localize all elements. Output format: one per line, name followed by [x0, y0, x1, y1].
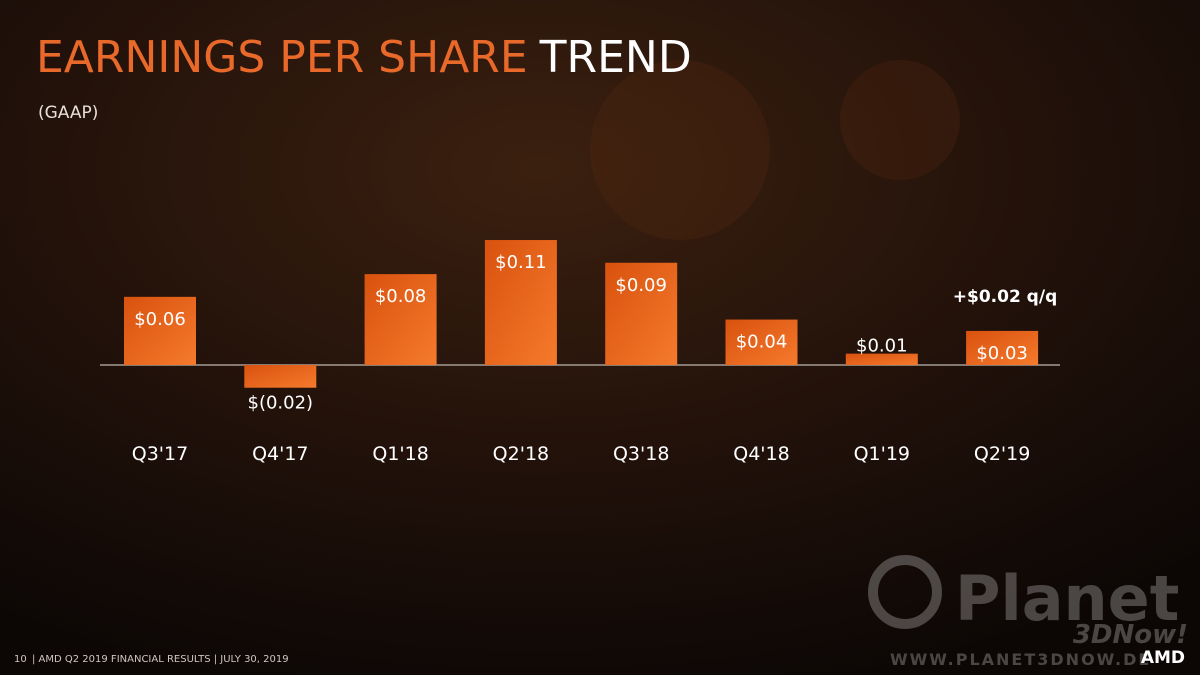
subtitle: (GAAP) — [38, 103, 98, 123]
watermark: Planet 3DNow! WWW.PLANET3DNOW.DE — [868, 555, 1188, 669]
x-tick-label: Q4'18 — [733, 443, 789, 465]
x-tick-label: Q4'17 — [252, 443, 308, 465]
value-label: $0.06 — [134, 309, 186, 330]
value-label: $(0.02) — [248, 393, 314, 414]
x-tick-label: Q3'18 — [613, 443, 669, 465]
x-tick-label: Q1'18 — [372, 443, 428, 465]
bar — [966, 330, 1039, 365]
watermark-name: Planet — [955, 562, 1179, 635]
x-tick-label: Q3'17 — [132, 443, 188, 465]
title-main: TREND — [539, 32, 692, 83]
bar — [364, 274, 437, 365]
annotation: +$0.02 q/q — [953, 287, 1057, 307]
bokeh — [590, 60, 770, 240]
x-tick-label: Q1'19 — [854, 443, 910, 465]
x-tick-label: Q2'18 — [493, 443, 549, 465]
value-label: $0.04 — [736, 332, 788, 353]
footer-text: | AMD Q2 2019 FINANCIAL RESULTS | JULY 3… — [32, 654, 289, 665]
bar — [244, 365, 317, 388]
title-accent: EARNINGS PER SHARE — [36, 32, 528, 83]
value-label: $0.01 — [856, 336, 908, 357]
bar — [605, 262, 678, 365]
watermark-url: WWW.PLANET3DNOW.DE — [890, 650, 1151, 669]
bar — [725, 319, 798, 365]
bar — [845, 353, 918, 365]
chart-title: EARNINGS PER SHARE TREND — [36, 32, 692, 83]
value-label: $0.08 — [375, 286, 427, 307]
value-label: $0.03 — [976, 343, 1028, 364]
value-label: $0.09 — [615, 275, 667, 296]
watermark-sub: 3DNow! — [1073, 620, 1188, 650]
bokeh — [840, 60, 960, 180]
page-number: 10 — [14, 654, 27, 665]
footer-logo: AMD — [1141, 648, 1185, 668]
x-tick-label: Q2'19 — [974, 443, 1030, 465]
value-label: $0.11 — [495, 252, 547, 273]
bar — [484, 240, 557, 365]
watermark-logo — [868, 555, 942, 629]
bar — [124, 296, 196, 365]
